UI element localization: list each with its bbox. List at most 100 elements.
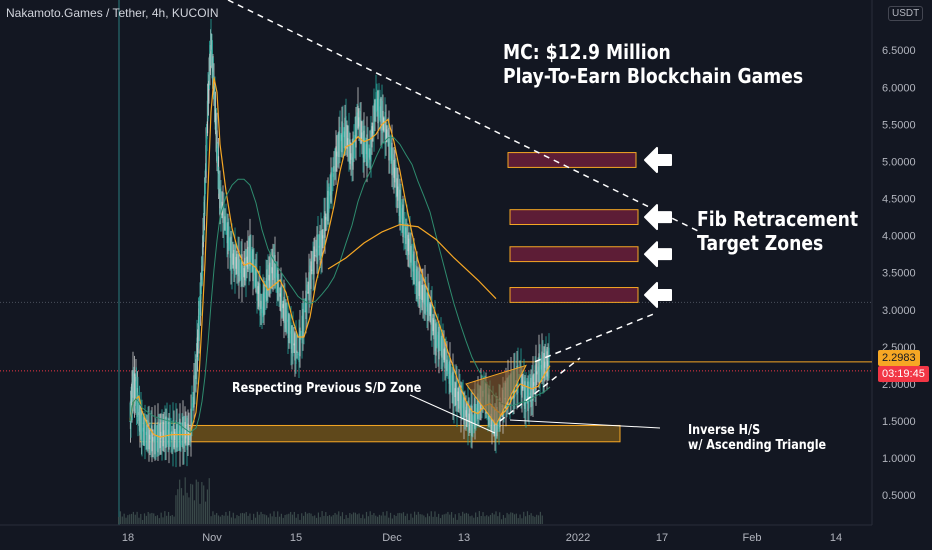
volume-bar [227,515,229,524]
volume-bar [539,511,541,524]
volume-bar [469,516,471,524]
candle-body [382,110,384,131]
candle-body [386,129,388,142]
candle-body [358,117,360,127]
volume-bar [169,515,171,524]
candle-body [130,394,132,423]
candle-body [241,254,243,287]
candle-body [370,129,372,162]
volume-bar [445,513,447,524]
candle-body [284,298,286,329]
volume-bar [173,516,175,524]
volume-bar [167,511,170,524]
arrow-left-icon [644,281,672,308]
candle-body [364,136,366,159]
volume-bar [210,516,212,524]
volume-bar [214,514,216,524]
candle-body [144,418,146,446]
y-tick-label: 3.0000 [882,305,916,317]
volume-bar [463,513,466,524]
candle-body [376,98,378,111]
candle-body [400,202,402,220]
volume-bar [402,512,405,524]
candle-body [449,360,451,393]
volume-bar [473,517,475,524]
candle-body [267,264,269,296]
candle-body [378,99,380,120]
volume-bar [291,514,294,524]
volume-bar [206,489,208,524]
volume-bar [208,478,210,524]
candle-body [357,105,359,129]
candle-body [297,354,299,356]
candle-body [256,269,258,301]
candle-body [543,353,545,378]
y-tick-label: 4.0000 [882,231,916,243]
candle-body [425,293,427,307]
candle-body [148,423,150,450]
candle-body [133,373,136,402]
fib-text-line1: Fib Retracement [697,207,859,231]
candle-body [208,56,211,89]
candle-body [264,291,266,299]
candle-body [522,386,524,389]
volume-bar [441,514,443,524]
volume-bar [201,482,203,524]
candle-body [304,310,306,312]
candle-body [232,253,234,265]
candle-body [457,391,459,402]
fib-annotation: Fib Retracement Target Zones [697,207,858,255]
candle-body [279,293,281,297]
volume-bar [493,514,495,524]
volume-bar [151,512,153,524]
volume-bar [323,515,325,524]
symbol-header: Nakamoto.Games / Tether, 4h, KUCOIN [6,6,219,20]
volume-bar [380,515,382,524]
candle-body [205,137,208,156]
candle-body [402,204,404,238]
volume-bar [290,511,292,524]
candle-body [458,386,460,409]
candle-body [238,250,240,283]
unit-label[interactable]: USDT [888,6,924,21]
candle-body [259,284,261,316]
volume-bar [312,516,314,524]
candle-body [300,335,302,337]
volume-bar [415,514,418,524]
candle-body [242,265,244,278]
candle-body [302,308,304,338]
volume-bar [434,511,436,524]
volume-bar [384,515,386,524]
volume-bar [315,517,318,524]
volume-bar [345,514,347,524]
volume-bar [166,515,168,524]
candle-body [227,221,229,255]
candle-body [520,365,522,395]
volume-bar [340,516,342,524]
candle-body [274,255,276,286]
candle-body [384,111,386,145]
volume-bar [142,519,144,524]
candle-body [444,347,446,369]
candle-body [326,197,328,227]
sd-zone-box [182,424,621,443]
volume-bar [197,481,199,524]
volume-bar [414,511,416,524]
candle-body [361,132,363,142]
candle-body [165,416,167,448]
volume-bar [375,515,377,524]
candle-body [530,377,532,408]
candle-body [152,436,154,441]
volume-bar [249,513,251,524]
candle-body [188,430,190,441]
candle-body [460,385,462,417]
candle-body [380,98,382,131]
volume-bar [391,518,393,524]
candle-body [397,186,399,201]
volume-bar [282,517,284,524]
candle-body [429,303,431,317]
candle-body [539,355,541,381]
candle-body [251,248,253,272]
candle-body [469,406,471,431]
